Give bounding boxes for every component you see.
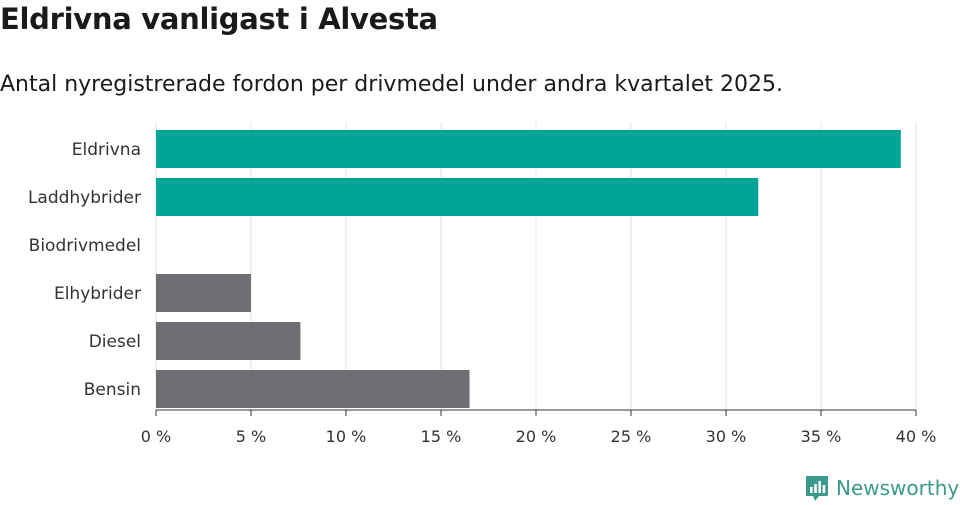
category-label: Diesel bbox=[89, 332, 141, 352]
bar bbox=[156, 178, 759, 216]
x-tick-label: 10 % bbox=[326, 427, 367, 446]
category-label: Bensin bbox=[84, 380, 141, 400]
newsworthy-logo: Newsworthy bbox=[804, 474, 959, 502]
newsworthy-logo-text: Newsworthy bbox=[836, 476, 960, 500]
x-tick-label: 35 % bbox=[801, 427, 842, 446]
bars bbox=[156, 130, 901, 408]
category-label: Laddhybrider bbox=[28, 188, 141, 208]
category-label: Elhybrider bbox=[54, 284, 141, 304]
chart-subtitle: Antal nyregistrerade fordon per drivmede… bbox=[0, 72, 783, 97]
x-tick-label: 20 % bbox=[516, 427, 557, 446]
category-label: Eldrivna bbox=[72, 140, 141, 160]
gridlines bbox=[155, 122, 917, 410]
x-tick-label: 25 % bbox=[611, 427, 652, 446]
x-tick-label: 5 % bbox=[236, 427, 266, 446]
x-tick-label: 30 % bbox=[706, 427, 747, 446]
bar bbox=[156, 274, 251, 312]
bar bbox=[156, 322, 301, 360]
category-labels: Eldrivna Laddhybrider Biodrivmedel Elhybrid… bbox=[28, 140, 141, 400]
bar bbox=[156, 130, 901, 168]
x-tick-label: 15 % bbox=[421, 427, 462, 446]
category-label: Biodrivmedel bbox=[29, 236, 141, 256]
bar bbox=[156, 370, 470, 408]
newsworthy-logo-icon bbox=[806, 476, 828, 501]
chart-title: Eldrivna vanligast i Alvesta bbox=[0, 2, 438, 36]
x-tick-label: 0 % bbox=[141, 427, 171, 446]
x-tick-label: 40 % bbox=[896, 427, 937, 446]
x-axis: 0 % 5 % 10 % 15 % 20 % 25 % 30 % 35 % 40 % bbox=[141, 409, 937, 446]
